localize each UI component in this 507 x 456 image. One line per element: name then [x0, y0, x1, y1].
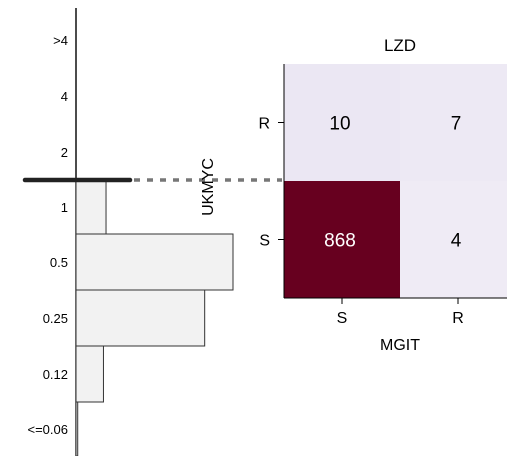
heatmap-cell-value: 4	[451, 231, 462, 252]
heatmap-x-tick-label: R	[452, 310, 464, 327]
histogram-tick-label: 2	[61, 145, 68, 160]
heatmap-cell	[400, 64, 507, 181]
histogram-bar	[75, 289, 206, 347]
heatmap-y-tick-label: R	[258, 116, 270, 133]
heatmap-cell	[284, 64, 400, 181]
histogram-tick-label: 0.12	[43, 367, 68, 382]
heatmap-cell-value: 10	[329, 114, 350, 135]
histogram-tick-label: 0.5	[50, 255, 68, 270]
histogram-bar	[75, 233, 234, 291]
heatmap-title: LZD	[384, 36, 416, 55]
heatmap-cell-value: 7	[451, 114, 462, 135]
histogram-tick-label: 1	[61, 200, 68, 215]
histogram-tick-label: >4	[53, 33, 68, 48]
mic-histogram: >4 4 2 1 0.5 0.25 0.12 <=0.06	[22, 8, 282, 456]
heatmap-y-axis-label: UKMYC	[200, 158, 217, 216]
heatmap-y-tick-label: S	[259, 233, 270, 250]
histogram-bar	[75, 401, 79, 456]
heatmap-cell	[400, 181, 507, 298]
heatmap-cell	[284, 181, 400, 298]
heatmap-x-axis-label: MGIT	[380, 337, 420, 354]
histogram-bar	[75, 179, 107, 235]
heatmap-cell-value: 868	[324, 231, 356, 252]
histogram-tick-label: 0.25	[43, 311, 68, 326]
histogram-tick-label: 4	[61, 89, 68, 104]
confusion-heatmap: 10 7 868 4 R S S R	[258, 64, 507, 327]
histogram-bar	[75, 345, 104, 403]
heatmap-x-tick-label: S	[337, 310, 348, 327]
histogram-tick-label: <=0.06	[28, 422, 69, 437]
